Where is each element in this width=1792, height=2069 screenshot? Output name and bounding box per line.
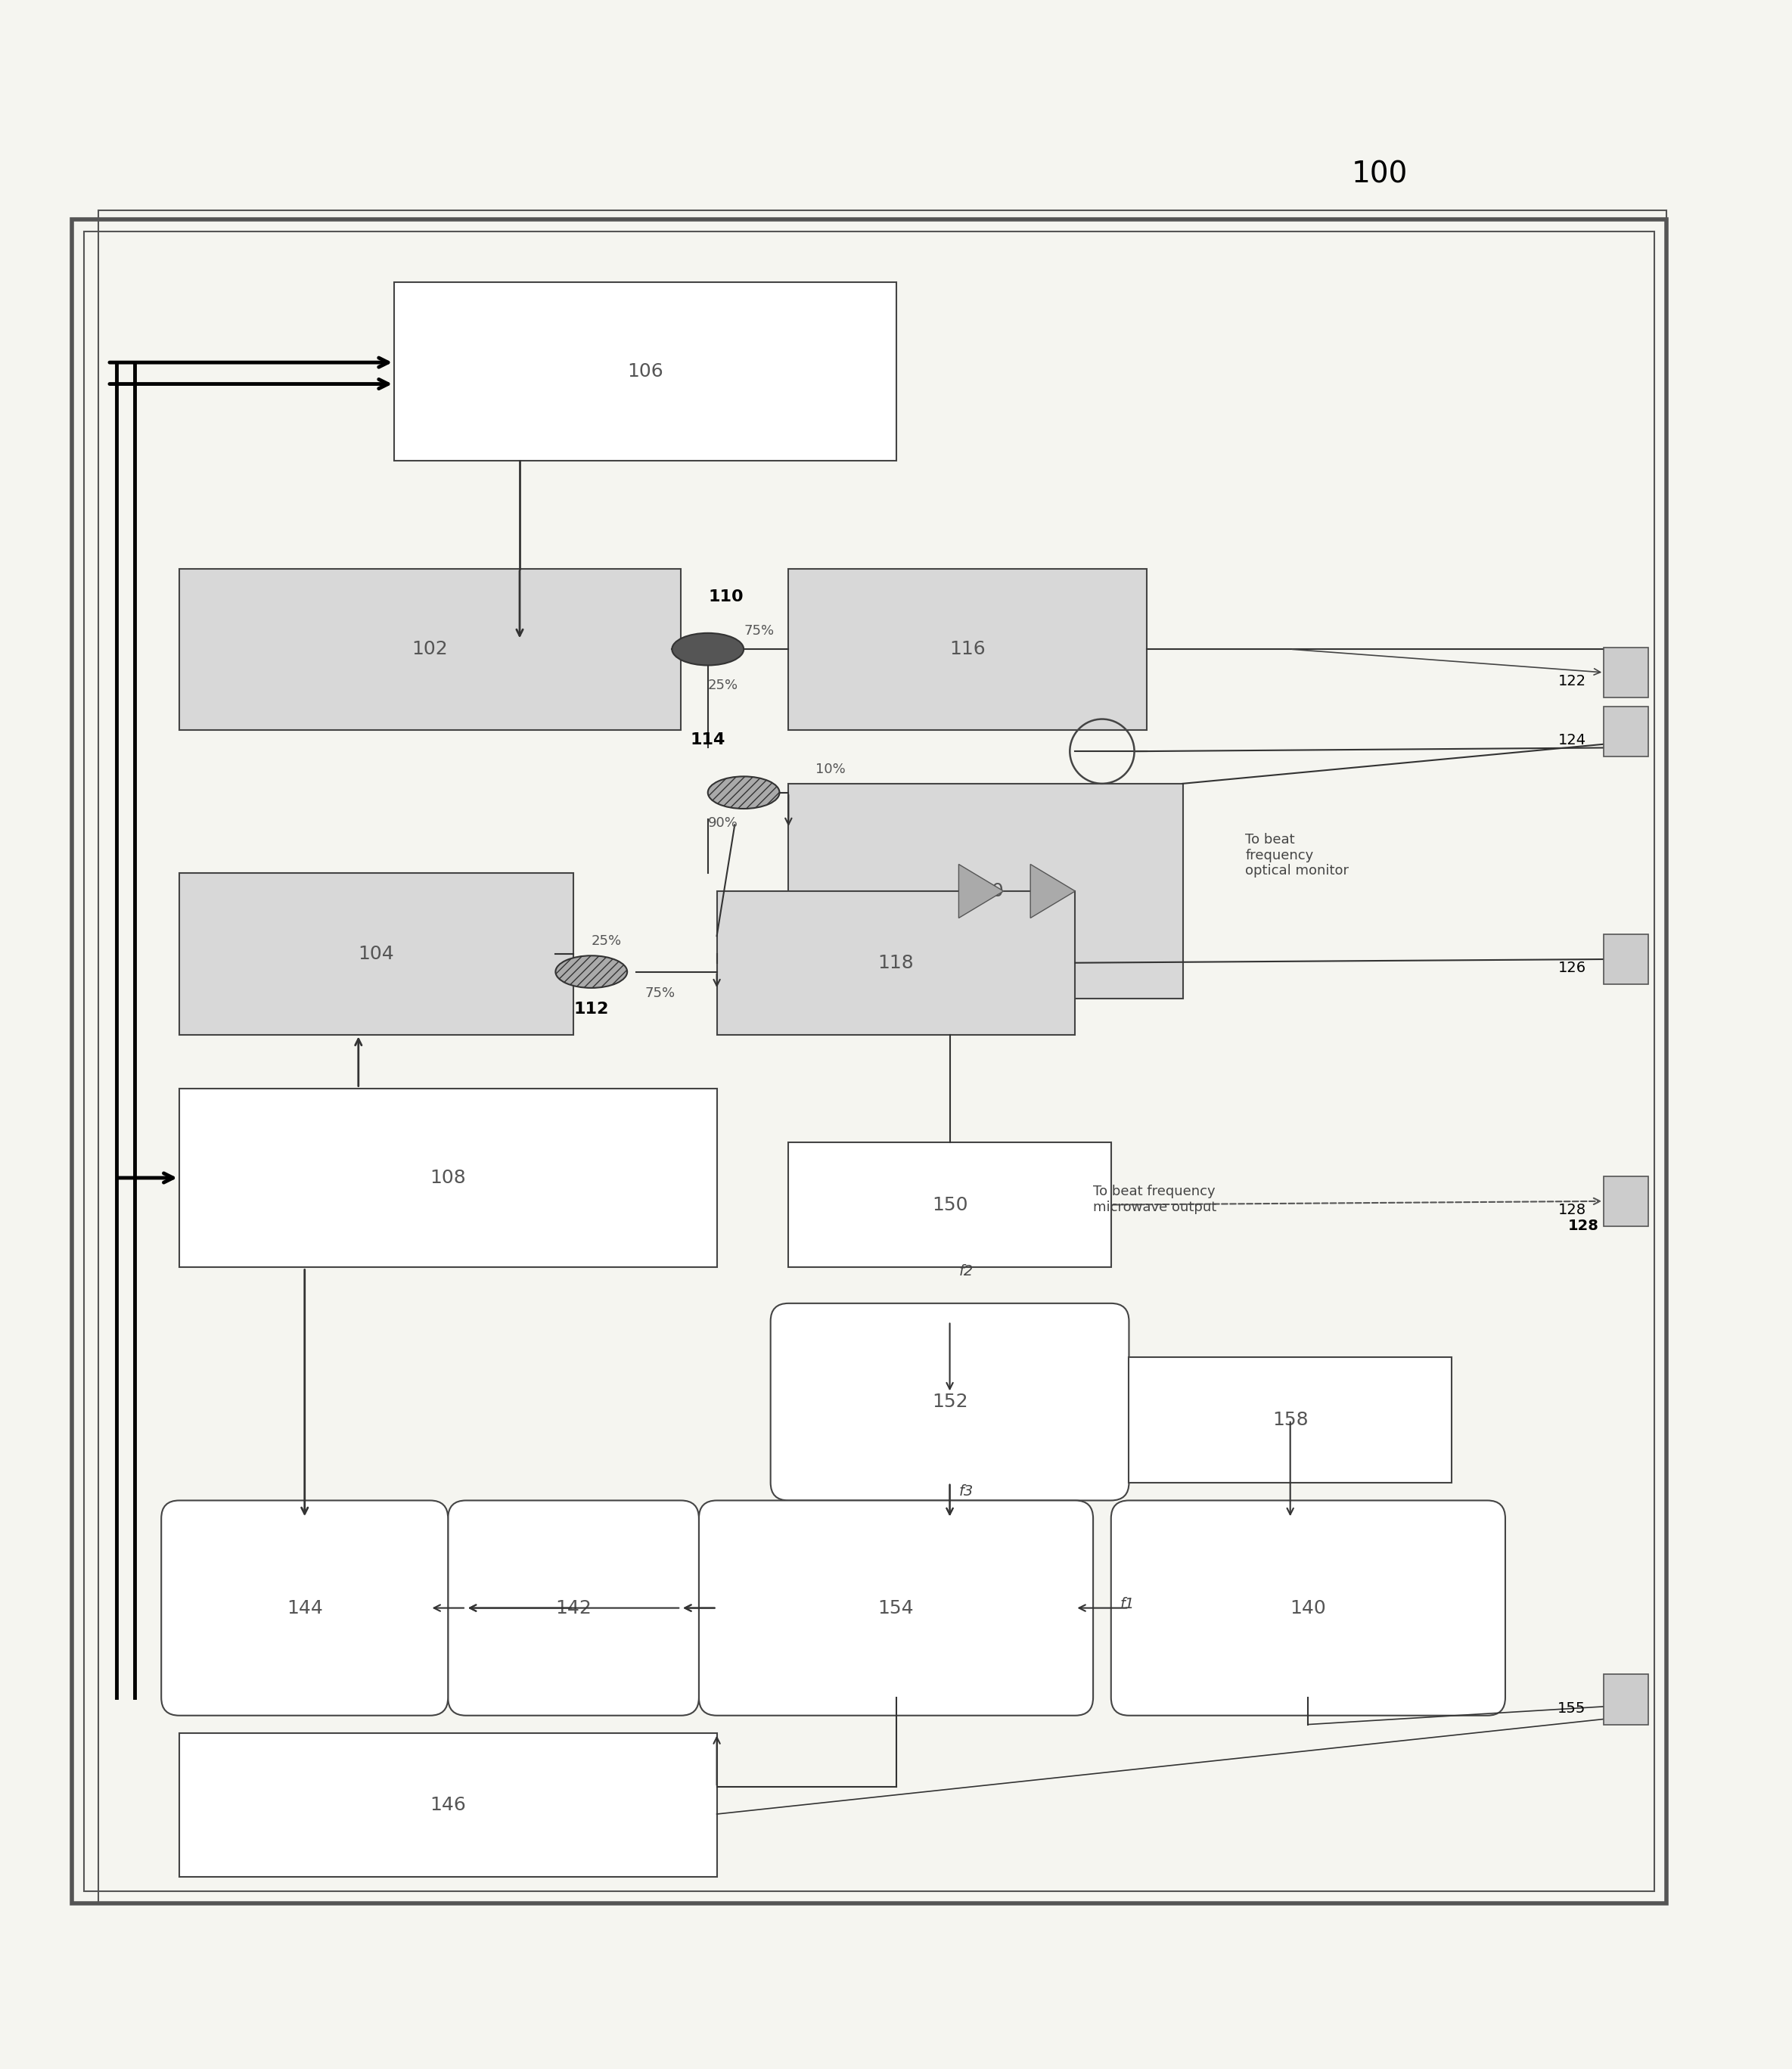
Text: f3: f3 (959, 1483, 973, 1498)
Bar (1129, 1357, 1452, 1483)
Text: 154: 154 (878, 1599, 914, 1618)
Text: 146: 146 (430, 1796, 466, 1815)
FancyBboxPatch shape (771, 1303, 1129, 1500)
Text: 110: 110 (708, 590, 744, 604)
Text: 116: 116 (950, 639, 986, 658)
Text: 155: 155 (1557, 1701, 1586, 1715)
Text: 75%: 75% (744, 625, 774, 637)
Text: 122: 122 (1557, 674, 1586, 689)
Text: 90%: 90% (708, 817, 738, 830)
Text: 152: 152 (932, 1392, 968, 1411)
Text: f2: f2 (959, 1264, 973, 1279)
Text: 114: 114 (690, 732, 726, 747)
Text: 126: 126 (1557, 960, 1586, 974)
Bar (1604, 1674, 1649, 1723)
Bar (1604, 648, 1649, 697)
Ellipse shape (556, 956, 627, 987)
Bar (788, 569, 1147, 730)
Text: 144: 144 (287, 1599, 323, 1618)
Text: 104: 104 (358, 946, 394, 962)
Polygon shape (959, 865, 1004, 919)
Text: To beat
frequency
optical monitor: To beat frequency optical monitor (1245, 832, 1349, 877)
Bar (179, 1088, 717, 1268)
Text: 124: 124 (1557, 732, 1586, 747)
Text: 25%: 25% (708, 679, 738, 691)
Text: 128: 128 (1557, 1202, 1586, 1217)
Bar (1604, 933, 1649, 985)
Text: 120: 120 (968, 881, 1004, 900)
FancyBboxPatch shape (161, 1500, 448, 1715)
Text: 140: 140 (1290, 1599, 1326, 1618)
Bar (179, 1734, 717, 1877)
Text: 142: 142 (556, 1599, 591, 1618)
Text: 10%: 10% (815, 763, 846, 776)
Text: 150: 150 (932, 1196, 968, 1215)
Text: To beat frequency
microwave output: To beat frequency microwave output (1093, 1186, 1217, 1215)
Bar (717, 892, 1075, 1034)
Text: 128: 128 (1568, 1219, 1598, 1233)
Text: 108: 108 (430, 1169, 466, 1188)
FancyBboxPatch shape (699, 1500, 1093, 1715)
Bar (394, 281, 896, 461)
Ellipse shape (672, 633, 744, 666)
Text: 100: 100 (1351, 159, 1409, 188)
Bar (788, 784, 1183, 999)
FancyBboxPatch shape (448, 1500, 699, 1715)
Text: 25%: 25% (591, 935, 622, 948)
Text: 75%: 75% (645, 987, 676, 999)
Ellipse shape (708, 776, 780, 809)
Text: 102: 102 (412, 639, 448, 658)
Text: 112: 112 (573, 1001, 609, 1016)
Bar (1604, 1175, 1649, 1227)
Text: 106: 106 (627, 362, 663, 381)
Bar (788, 1142, 1111, 1268)
Text: 158: 158 (1272, 1411, 1308, 1430)
Text: f1: f1 (1120, 1597, 1134, 1612)
Polygon shape (1030, 865, 1075, 919)
Bar (1604, 706, 1649, 757)
FancyBboxPatch shape (1111, 1500, 1505, 1715)
Bar (179, 569, 681, 730)
Text: 118: 118 (878, 954, 914, 972)
Bar (179, 873, 573, 1034)
